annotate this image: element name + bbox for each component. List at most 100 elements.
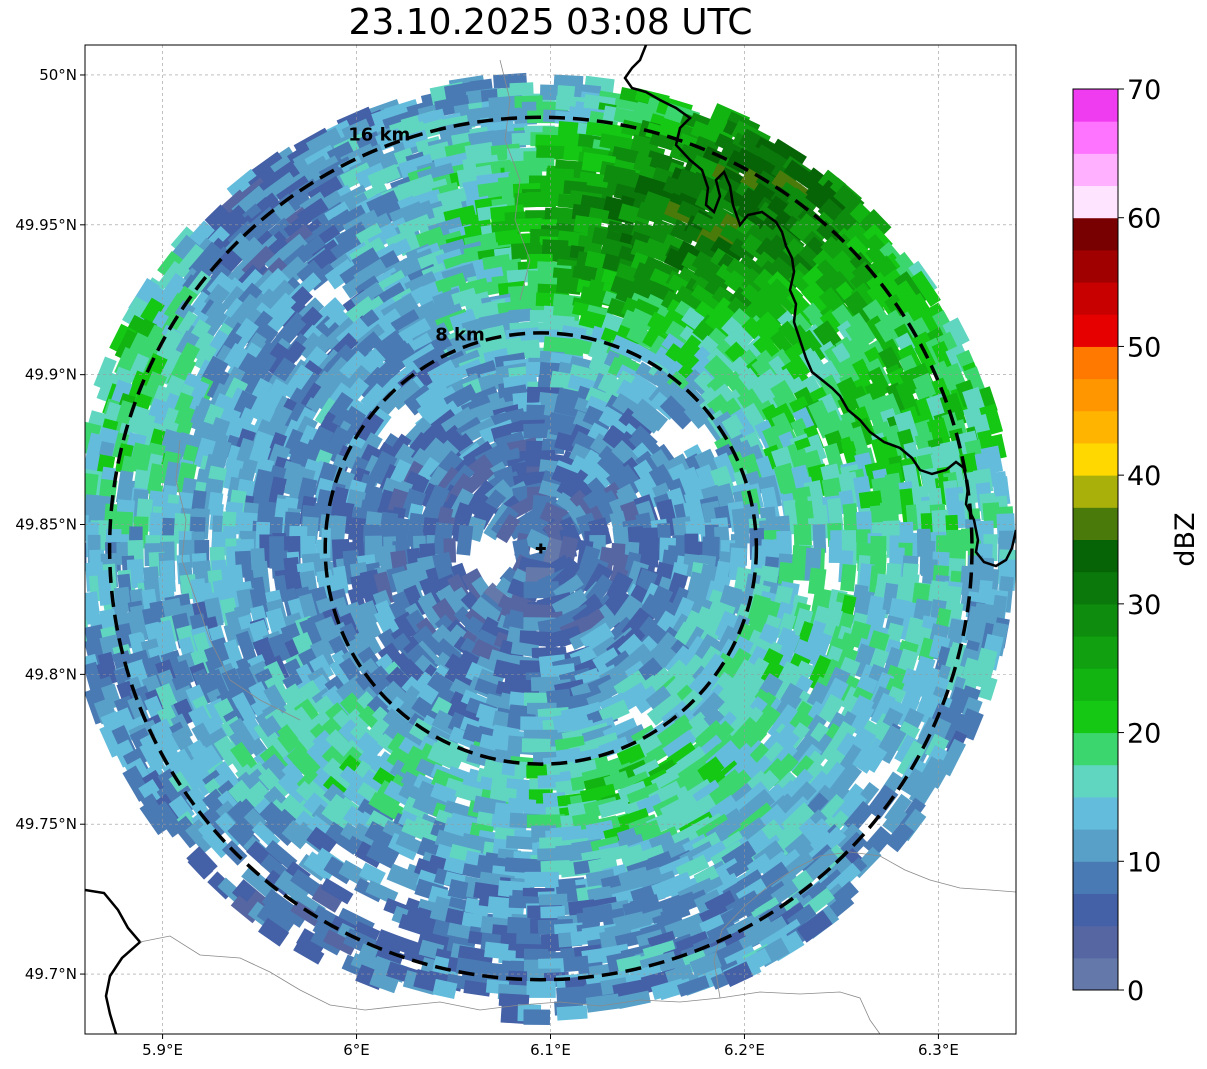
reflectivity-cell — [231, 692, 257, 724]
reflectivity-cell — [807, 567, 827, 596]
reflectivity-cell — [617, 807, 651, 831]
reflectivity-cell — [723, 961, 754, 987]
reflectivity-cell — [326, 233, 364, 265]
reflectivity-cell — [329, 658, 355, 689]
reflectivity-cell — [573, 608, 608, 638]
reflectivity-cell — [908, 770, 941, 808]
reflectivity-cell — [444, 664, 476, 692]
reflectivity-cell — [447, 922, 472, 940]
reflectivity-cell — [290, 869, 325, 899]
reflectivity-cell — [122, 296, 149, 328]
reflectivity-cell — [556, 1005, 588, 1021]
reflectivity-cell — [551, 464, 587, 491]
reflectivity-cell — [358, 862, 386, 887]
reflectivity-cell — [942, 691, 968, 729]
colorbar-label: dBZ — [1170, 512, 1201, 566]
reflectivity-cell — [521, 738, 551, 753]
reflectivity-cell — [515, 515, 542, 539]
regional-border — [139, 935, 881, 1034]
reflectivity-cell — [641, 179, 677, 202]
reflectivity-cell — [415, 382, 447, 411]
reflectivity-cell — [645, 685, 673, 712]
reflectivity-cell — [697, 645, 722, 674]
reflectivity-cell — [393, 611, 420, 640]
colorbar-segment — [1073, 185, 1118, 219]
reflectivity-cell — [796, 213, 830, 245]
reflectivity-cell — [834, 823, 864, 853]
colorbar-segment — [1073, 410, 1118, 444]
reflectivity-cell — [201, 355, 229, 387]
reflectivity-cell — [861, 744, 888, 773]
reflectivity-cell — [717, 900, 755, 928]
reflectivity-cell — [660, 902, 691, 925]
reflectivity-cell — [296, 928, 328, 957]
reflectivity-cell — [354, 627, 382, 659]
reflectivity-cell — [403, 584, 428, 618]
reflectivity-cell — [322, 757, 358, 792]
reflectivity-cell — [792, 607, 814, 639]
reflectivity-cell — [296, 259, 324, 287]
y-tick-label: 49.75°N — [15, 815, 77, 833]
range-ring-label: 16 km — [348, 125, 410, 146]
reflectivity-cell — [293, 939, 325, 965]
colorbar-segment — [1073, 893, 1118, 927]
reflectivity-cell — [881, 424, 907, 462]
reflectivity-cell — [592, 647, 622, 674]
reflectivity-cell — [956, 708, 984, 741]
reflectivity-cell — [264, 839, 298, 871]
reflectivity-cell — [598, 797, 631, 819]
reflectivity-cell — [977, 675, 998, 701]
reflectivity-cell — [757, 861, 792, 893]
colorbar-segment — [1073, 89, 1118, 122]
reflectivity-cell — [721, 316, 755, 350]
range-ring-8km — [323, 331, 759, 766]
reflectivity-cell — [663, 381, 698, 415]
y-tick-label: 49.95°N — [15, 216, 77, 234]
reflectivity-cell — [861, 209, 892, 240]
reflectivity-cell — [767, 703, 799, 740]
reflectivity-cell — [911, 270, 941, 307]
reflectivity-cell — [248, 151, 285, 183]
reflectivity-cell — [235, 630, 258, 664]
reflectivity-cell — [539, 814, 566, 829]
reflectivity-cell — [432, 978, 458, 999]
reflectivity-cell — [798, 329, 829, 364]
radar-plot-area[interactable]: 8 km 16 km — [64, 45, 1016, 1034]
reflectivity-cell — [523, 423, 553, 439]
reflectivity-cell — [290, 900, 322, 927]
reflectivity-cell — [882, 806, 908, 834]
reflectivity-cell — [375, 128, 404, 152]
reflectivity-cell — [885, 382, 910, 415]
reflectivity-cell — [466, 454, 495, 481]
colorbar-segment — [1073, 507, 1118, 540]
reflectivity-cell — [840, 563, 857, 592]
reflectivity-cell — [812, 524, 827, 554]
colorbar-segment — [1073, 925, 1118, 959]
reflectivity-cell — [367, 163, 401, 189]
reflectivity-cell — [740, 781, 770, 810]
reflectivity-cell — [414, 437, 446, 471]
reflectivity-cell — [175, 310, 200, 340]
reflectivity-cell — [267, 632, 294, 664]
reflectivity-cell — [618, 203, 652, 227]
colorbar: 0 10 20 30 40 50 60 70 dBZ — [1072, 75, 1201, 1007]
reflectivity-cell — [386, 863, 425, 893]
colorbar-segment — [1073, 957, 1118, 991]
reflectivity-cell — [258, 917, 290, 947]
reflectivity-cell — [651, 878, 678, 901]
reflectivity-cell — [311, 883, 344, 913]
reflectivity-cell — [896, 648, 919, 676]
reflectivity-cell — [656, 715, 695, 751]
y-tick-label: 50°N — [39, 66, 77, 84]
reflectivity-cell — [303, 851, 337, 882]
colorbar-tick-label: 70 — [1127, 75, 1161, 106]
reflectivity-cell — [765, 278, 803, 315]
reflectivity-cell — [456, 524, 474, 556]
reflectivity-cell — [369, 969, 400, 994]
reflectivity-cell — [730, 658, 759, 690]
reflectivity-cell — [555, 275, 582, 295]
reflectivity-cell — [366, 190, 401, 218]
colorbar-segment — [1073, 475, 1118, 508]
reflectivity-cell — [592, 636, 619, 660]
